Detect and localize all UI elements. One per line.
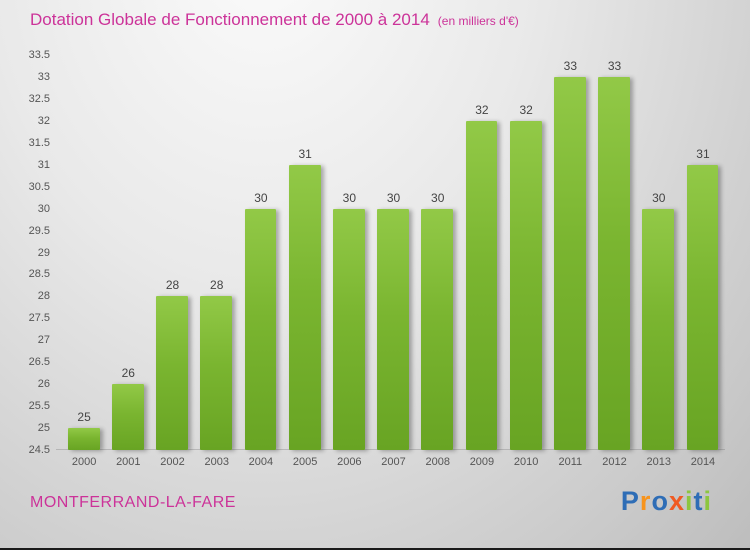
y-axis-tick-label: 25.5 <box>28 400 50 413</box>
bar <box>332 208 365 450</box>
bar-value-label: 30 <box>254 190 268 205</box>
bar-column: 30 2007 <box>371 55 415 468</box>
bar <box>465 120 498 450</box>
x-axis-year-label: 2010 <box>513 456 539 468</box>
bar-value-label: 28 <box>165 278 180 293</box>
x-axis-year-label: 2008 <box>425 456 450 468</box>
bar-column: 30 2006 <box>327 55 371 468</box>
bar <box>244 208 277 450</box>
y-axis-tick-label: 31 <box>37 158 50 171</box>
y-axis: 33.5 33 32.5 32 31.5 31 30.5 30 29.5 29 28.5 28 27.5… <box>0 49 56 456</box>
bar <box>156 296 188 450</box>
bar <box>509 120 542 450</box>
y-axis-tick-label: 24.5 <box>28 444 50 456</box>
bar <box>111 384 144 450</box>
logo-letter: x <box>668 486 685 516</box>
bar-column: 28 2002 <box>150 55 194 468</box>
y-axis-tick-label: 28.5 <box>28 268 50 281</box>
logo-letter: P <box>620 486 640 516</box>
bar <box>421 208 454 450</box>
bar-value-label: 32 <box>519 102 533 117</box>
bar-value-label: 31 <box>696 146 710 161</box>
bar <box>598 76 630 450</box>
x-axis-year-label: 2014 <box>690 456 716 468</box>
x-axis-year-label: 2013 <box>646 456 671 468</box>
bar <box>553 76 586 450</box>
bar-value-label: 26 <box>121 366 135 381</box>
bar-chart: 25 2000 26 2001 28 2002 28 2003 30 2004 31 2005 30 20… <box>56 55 725 468</box>
bar <box>686 164 719 450</box>
bar <box>377 208 409 450</box>
bar-column: 31 2014 <box>681 55 725 468</box>
y-axis-tick-label: 27 <box>37 334 50 347</box>
x-axis-year-label: 2012 <box>602 456 627 468</box>
x-axis-year-label: 2001 <box>116 456 141 468</box>
bar-column: 32 2009 <box>460 55 504 468</box>
bar-value-label: 30 <box>342 190 356 205</box>
bar-value-label: 32 <box>475 102 489 117</box>
chart-title: Dotation Globale de Fonctionnement de 20… <box>30 10 430 29</box>
bar-value-label: 25 <box>77 410 91 425</box>
bar-column: 33 2012 <box>592 55 636 468</box>
logo-letter: i <box>703 486 712 516</box>
x-axis-year-label: 2000 <box>71 456 97 468</box>
x-axis-year-label: 2007 <box>381 456 406 468</box>
bar-column: 31 2005 <box>283 55 327 468</box>
commune-label: MONTFERRAND-LA-FARE <box>30 494 236 511</box>
y-axis-tick-label: 28 <box>37 290 50 303</box>
proxiti-logo: Proxiti <box>621 486 712 517</box>
bar-value-label: 30 <box>431 190 445 205</box>
bar-column: 30 2004 <box>239 55 283 468</box>
bar-column: 26 2001 <box>106 55 150 468</box>
bar-value-label: 33 <box>563 58 578 73</box>
bars: 25 2000 26 2001 28 2002 28 2003 30 2004 31 2005 30 20… <box>62 55 725 468</box>
logo-letter: o <box>651 486 669 516</box>
bar <box>642 208 675 450</box>
y-axis-tick-label: 29.5 <box>28 224 50 237</box>
bar-column: 30 2013 <box>637 55 681 468</box>
chart-header: Dotation Globale de Fonctionnement de 20… <box>30 10 519 30</box>
bar <box>200 296 233 450</box>
bar-column: 33 2011 <box>548 55 592 468</box>
bar-column: 28 2003 <box>195 55 239 468</box>
bar-value-label: 30 <box>652 190 666 205</box>
y-axis-tick-label: 26.5 <box>28 356 50 369</box>
x-axis-year-label: 2009 <box>469 456 495 468</box>
y-axis-tick-label: 32 <box>37 114 50 127</box>
x-axis-year-label: 2002 <box>160 456 185 468</box>
x-axis-year-label: 2004 <box>248 456 274 468</box>
chart-subtitle: (en milliers d'€) <box>437 14 519 28</box>
y-axis-tick-label: 30.5 <box>28 180 50 193</box>
y-axis-tick-label: 30 <box>37 202 50 215</box>
logo-letter: r <box>639 486 652 516</box>
bar-column: 25 2000 <box>62 55 106 468</box>
x-axis-year-label: 2003 <box>204 456 229 468</box>
logo-letter: t <box>693 486 704 516</box>
y-axis-tick-label: 32.5 <box>28 92 50 105</box>
y-axis-tick-label: 26 <box>37 378 50 391</box>
bar-value-label: 30 <box>386 190 401 205</box>
x-axis-year-label: 2011 <box>558 456 583 468</box>
bar-value-label: 33 <box>607 58 622 73</box>
y-axis-tick-label: 33.5 <box>28 49 50 61</box>
bar <box>288 164 321 450</box>
y-axis-tick-label: 29 <box>37 246 50 259</box>
bar <box>67 428 100 450</box>
bar-value-label: 28 <box>210 278 224 293</box>
bar-value-label: 31 <box>298 146 312 161</box>
x-axis-year-label: 2005 <box>292 456 318 468</box>
y-axis-tick-label: 31.5 <box>28 136 50 149</box>
bar-column: 30 2008 <box>416 55 460 468</box>
logo-letter: i <box>684 486 694 516</box>
y-axis-tick-label: 25 <box>37 422 50 435</box>
x-axis-year-label: 2006 <box>337 456 362 468</box>
y-axis-tick-label: 27.5 <box>28 312 50 325</box>
bar-column: 32 2010 <box>504 55 548 468</box>
y-axis-tick-label: 33 <box>37 70 50 83</box>
